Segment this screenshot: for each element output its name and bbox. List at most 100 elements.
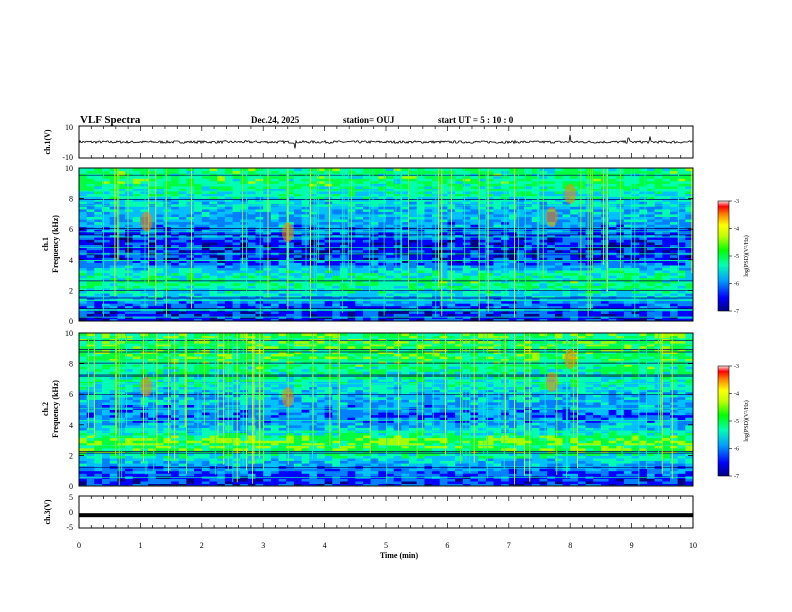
spec-cell [194, 188, 203, 192]
spec-cell [600, 254, 610, 258]
spec-cell [201, 313, 211, 317]
spec-cell [547, 175, 556, 179]
spec-cell [401, 295, 410, 299]
spec-cell [109, 249, 118, 253]
spec-cell [462, 191, 472, 195]
spec-cell [524, 180, 533, 184]
spec-cell [524, 188, 533, 192]
spec-cell [255, 221, 264, 225]
spec-cell [608, 270, 617, 274]
spec-cell [355, 221, 364, 225]
spec-cell [163, 318, 172, 321]
spec-cell [163, 173, 172, 177]
spec-cell [677, 229, 686, 233]
spec-cell [531, 191, 541, 195]
spec-cell [531, 267, 541, 271]
spec-cell [140, 183, 149, 187]
spec-cell [600, 168, 610, 172]
spec-cell [462, 257, 472, 261]
spec-cell [539, 287, 548, 291]
spec-cell [240, 272, 249, 276]
spec-cell [631, 244, 640, 248]
spec-cell [455, 295, 464, 299]
spec-cell [631, 318, 640, 321]
spec-cell [332, 275, 341, 279]
spec-cell [654, 175, 663, 179]
spec-cell [501, 198, 510, 202]
spec-cell [293, 267, 303, 271]
spec-cell [401, 219, 410, 223]
spec-cell [416, 185, 425, 189]
spec-cell [155, 221, 165, 225]
spec-cell [639, 193, 648, 197]
spec-cell [332, 257, 341, 261]
spec-cell [347, 295, 356, 299]
spec-cell [401, 270, 410, 274]
spec-cell [677, 188, 686, 192]
spec-cell [616, 303, 625, 307]
spec-cell [424, 206, 433, 210]
spec-cell [508, 231, 518, 235]
spec-cell [554, 241, 564, 245]
spec-cell [370, 249, 379, 253]
spec-cell [455, 287, 464, 291]
spec-cell [324, 229, 333, 233]
spec-cell [547, 280, 556, 284]
spec-cell [424, 201, 433, 205]
spec-cell [462, 262, 472, 266]
spec-cell [355, 185, 364, 189]
spec-cell [386, 275, 395, 279]
spec-cell [217, 282, 226, 286]
spec-cell [155, 257, 165, 261]
spec-cell [508, 239, 518, 243]
spec-cell [186, 219, 195, 223]
spec-cell [424, 229, 433, 233]
spec-cell [224, 264, 234, 268]
spec-cell [585, 247, 594, 251]
spec-cell [608, 244, 617, 248]
spec-cell [662, 224, 671, 228]
spec-cell [516, 300, 525, 304]
spec-cell [654, 224, 663, 228]
spec-cell [355, 196, 364, 200]
spec-cell [455, 257, 464, 261]
spec-cell [171, 196, 180, 200]
spec-cell [178, 310, 188, 314]
spec-cell [324, 221, 333, 225]
spec-cell [577, 295, 587, 299]
spec-cell [647, 244, 656, 248]
spec-cell [217, 191, 226, 195]
spec-cell [217, 272, 226, 276]
spec-cell [493, 300, 502, 304]
spec-cell [94, 236, 103, 240]
spec-cell [662, 244, 671, 248]
spec-cell [654, 264, 663, 268]
spec-cell [409, 318, 418, 321]
spec-cell [501, 287, 510, 291]
spec-cell [547, 282, 556, 286]
spec-cell [355, 313, 364, 317]
spec-cell [339, 280, 349, 284]
spec-cell [94, 282, 103, 286]
spec-cell [677, 282, 686, 286]
spec-cell [355, 234, 364, 238]
spec-cell [401, 305, 410, 309]
spec-cell [378, 257, 387, 261]
spec-cell [194, 267, 203, 271]
spec-cell [270, 254, 280, 258]
spec-cell [554, 290, 564, 294]
spec-cell [508, 247, 518, 251]
spec-cell [209, 308, 218, 312]
spec-cell [485, 264, 495, 268]
spec-cell [240, 292, 249, 296]
spec-cell [324, 280, 333, 284]
spec-cell [355, 201, 364, 205]
spec-cell [247, 287, 257, 291]
spec-cell [155, 254, 165, 258]
spec-cell [516, 249, 525, 253]
spec-cell [332, 198, 341, 202]
spec-cell [355, 175, 364, 179]
spec-cell [539, 300, 548, 304]
spec-cell [631, 270, 640, 274]
spec-cell [439, 318, 448, 321]
